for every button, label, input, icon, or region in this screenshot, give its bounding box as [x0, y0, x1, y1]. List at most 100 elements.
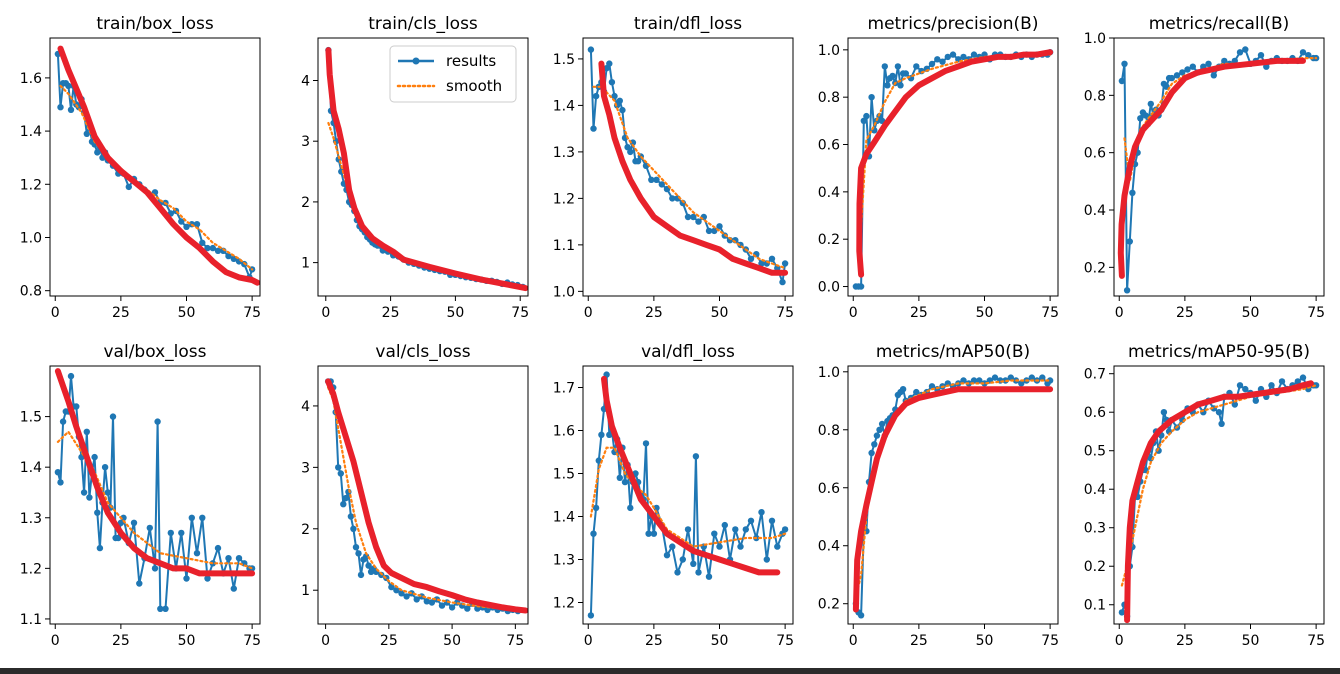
y-tick-label: 0.6 [818, 138, 840, 154]
results-data-point [1268, 382, 1275, 389]
results-data-point [136, 580, 143, 587]
chart-title: train/box_loss [96, 14, 214, 34]
results-data-point [716, 223, 723, 230]
smooth-series-line [327, 121, 524, 287]
results-data-point [193, 550, 201, 557]
x-tick-label: 25 [112, 633, 130, 649]
results-data-point [162, 605, 169, 612]
results-data-point [423, 598, 430, 605]
y-tick-label: 0.2 [1084, 559, 1106, 575]
x-tick-label: 50 [443, 633, 461, 649]
y-tick-label: 1.7 [553, 381, 575, 397]
results-data-point [684, 526, 692, 533]
results-data-point [779, 278, 786, 286]
results-data-point [357, 571, 365, 579]
results-data-point [1299, 49, 1307, 56]
results-data-point [624, 144, 631, 151]
results-data-point [716, 543, 723, 550]
smooth-series-line [56, 430, 254, 570]
y-tick-label: 1.4 [553, 98, 575, 114]
results-data-point [1007, 374, 1014, 381]
results-data-point [621, 478, 629, 486]
results-data-point [876, 426, 883, 433]
results-data-point [611, 92, 618, 100]
results-data-point [868, 449, 875, 457]
x-tick-label: 0 [584, 633, 593, 649]
results-data-point [1305, 52, 1312, 59]
results-data-point [428, 599, 436, 606]
results-data-point [1028, 374, 1036, 381]
subplot-val-cls-loss: val/cls_loss 0 25 50 75 1 2 3 4 [301, 342, 529, 649]
results-data-point [592, 504, 600, 512]
results-data-point [154, 418, 161, 425]
results-data-point [398, 590, 405, 597]
results-data-point [650, 530, 658, 537]
results-data-point [606, 60, 613, 67]
y-tick-label: 1.3 [20, 511, 42, 527]
results-data-point [970, 377, 978, 384]
y-tick-label: 0.8 [818, 90, 840, 106]
results-data-point [1257, 52, 1265, 59]
results-data-point [619, 106, 626, 114]
y-tick-label: 1.1 [553, 238, 575, 254]
x-tick-label: 25 [910, 305, 928, 321]
results-data-point [91, 453, 98, 461]
results-data-point [587, 46, 595, 53]
x-tick-label: 75 [776, 633, 794, 649]
y-tick-label: 1.5 [553, 52, 575, 68]
results-data-point [1294, 378, 1302, 385]
chart-title: train/cls_loss [368, 14, 478, 34]
results-data-point [768, 255, 776, 262]
plot-area [852, 49, 1054, 290]
legend: results smooth [389, 45, 517, 103]
y-tick-label: 0.6 [1084, 146, 1106, 162]
results-data-point [1129, 189, 1136, 196]
x-tick-label: 50 [178, 305, 196, 321]
results-data-point [679, 556, 686, 563]
results-data-point [204, 244, 211, 252]
chart-title: val/dfl_loss [641, 342, 735, 362]
results-data-point [178, 218, 185, 225]
x-tick-label: 50 [976, 305, 994, 321]
results-series-line [328, 380, 519, 613]
y-tick-label: 1.3 [553, 553, 575, 569]
plot-area [1118, 374, 1320, 620]
subplot-train-dfl-loss: train/dfl_loss 0 25 50 75 1.0 1.1 1.2 1.3 1.4 1.5 [553, 14, 794, 321]
x-tick-label: 0 [51, 633, 60, 649]
y-tick-label: 1.0 [553, 284, 575, 300]
results-data-point [939, 58, 946, 65]
results-data-point [1046, 377, 1054, 384]
y-tick-label: 1.2 [20, 177, 42, 193]
results-data-point [101, 464, 109, 471]
x-tick-label: 0 [1115, 305, 1124, 321]
results-data-point [627, 504, 634, 512]
subplot-train-box-loss: train/box_loss 0 25 50 75 0.8 1.0 1.2 1.4 1.6 [20, 14, 261, 321]
results-data-point [857, 612, 865, 619]
results-data-point [590, 125, 597, 132]
y-tick-label: 0.6 [818, 481, 840, 497]
x-tick-label: 25 [1176, 633, 1194, 649]
results-data-point [695, 218, 702, 225]
y-tick-label: 1.2 [553, 596, 575, 612]
results-data-point [897, 82, 904, 89]
results-data-point [225, 252, 232, 260]
plot-area [587, 46, 789, 286]
overlay-trend-curve [1117, 57, 1306, 279]
results-data-point [96, 544, 104, 552]
x-tick-label: 0 [1115, 633, 1124, 649]
x-tick-label: 0 [849, 305, 858, 321]
results-data-point [199, 239, 206, 246]
results-data-point [1221, 57, 1228, 65]
x-tick-label: 25 [382, 305, 400, 321]
results-data-point [342, 494, 349, 502]
y-tick-label: 4 [301, 73, 310, 89]
results-data-point [642, 440, 650, 447]
results-data-point [747, 255, 755, 262]
results-data-point [1189, 63, 1197, 70]
y-tick-label: 1.0 [1084, 31, 1106, 47]
results-data-point [1242, 46, 1249, 53]
results-data-point [669, 195, 676, 202]
x-tick-label: 25 [380, 633, 398, 649]
results-data-point [928, 60, 936, 68]
